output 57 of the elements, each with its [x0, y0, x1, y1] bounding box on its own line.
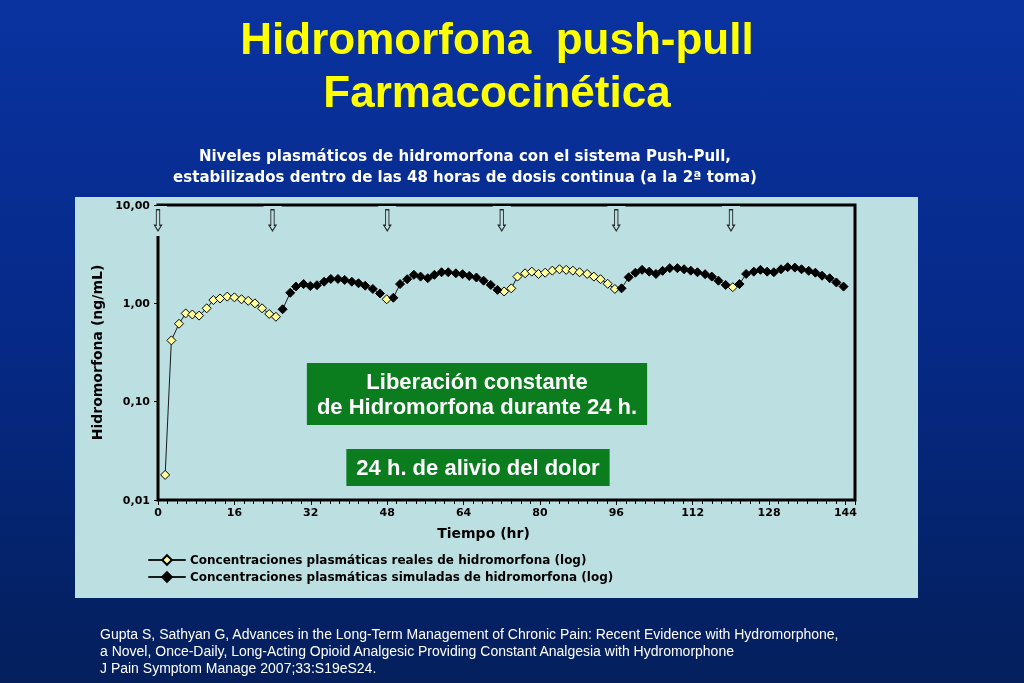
legend-label: Concentraciones plasmáticas reales de hidromorfona (log) [190, 553, 587, 567]
x-tick-label: 48 [379, 506, 395, 519]
point [180, 308, 191, 319]
annotation: 24 h. de alivio del dolor [356, 455, 601, 480]
point [174, 318, 185, 329]
x-tick-label: 144 [833, 506, 858, 519]
x-tick-label: 32 [303, 506, 319, 519]
chart-title: Hidromorfona push-pull Farmacocinética [239, 13, 755, 118]
annotation: ⇩ [608, 203, 625, 239]
chart-subtitle: Niveles plasmáticos de hidromorfona con el sistema Push-Pull, estabilizados dentro de las 48 horas de dosis continua (a la 2ª toma) [172, 146, 758, 188]
annotation: ⇩ [494, 203, 510, 239]
point [270, 311, 281, 322]
annotation: ⇩ [150, 203, 166, 239]
point [547, 265, 558, 276]
point [166, 335, 177, 346]
point [499, 286, 510, 297]
point [208, 295, 219, 306]
point [540, 267, 551, 278]
x-tick-label: 64 [455, 506, 472, 519]
point [588, 271, 599, 282]
annotation: ⇩ [379, 203, 395, 239]
point [201, 303, 212, 314]
point [381, 294, 392, 305]
y-tick-label: 0,10 [122, 395, 151, 409]
point [727, 282, 738, 293]
point [567, 265, 578, 276]
legend-label: Concentraciones plasmáticas simuladas de hidromorfona (log) [190, 570, 614, 584]
x-tick-label: 96 [608, 506, 625, 519]
annotation: ⇩ [264, 203, 281, 239]
y-axis-title: Hidromorfona (ng/mL) [89, 264, 106, 441]
x-axis-title: Tiempo (hr) [437, 525, 530, 541]
point [229, 292, 240, 303]
y-tick-label: 10,00 [115, 198, 151, 212]
point [264, 308, 275, 319]
text: Gupta S, Sathyan G, Advances in the Long-Term Management of Chronic Pain: Recent Evidence with Hydromorphone, a Novel, Once-Daily, Long-Acting Opioid Analgesic Providing Constant Analgesia with Hydromorphone J Pain Symptom Manage 2007;33:S19eS24. [100, 626, 840, 677]
point [249, 298, 260, 309]
x-tick-label: 128 [757, 506, 781, 519]
point [602, 278, 613, 289]
y-tick-label: 1,00 [122, 296, 151, 310]
point [243, 295, 254, 306]
x-tick-label: 80 [532, 506, 548, 519]
y-tick-label: 0,01 [122, 493, 150, 507]
point [582, 268, 593, 279]
point [512, 271, 523, 282]
point [187, 309, 198, 320]
annotation: Liberación constante de Hidromorfona durante 24 h. [316, 369, 638, 419]
point [574, 267, 585, 278]
point [160, 469, 171, 480]
x-tick-label: 0 [154, 506, 163, 519]
point [526, 266, 537, 277]
x-tick-label: 16 [226, 506, 243, 519]
point [595, 274, 606, 285]
point [506, 283, 517, 294]
x-tick-label: 112 [681, 506, 705, 519]
annotation: ⇩ [723, 203, 739, 239]
point [194, 310, 205, 321]
point [257, 303, 268, 314]
